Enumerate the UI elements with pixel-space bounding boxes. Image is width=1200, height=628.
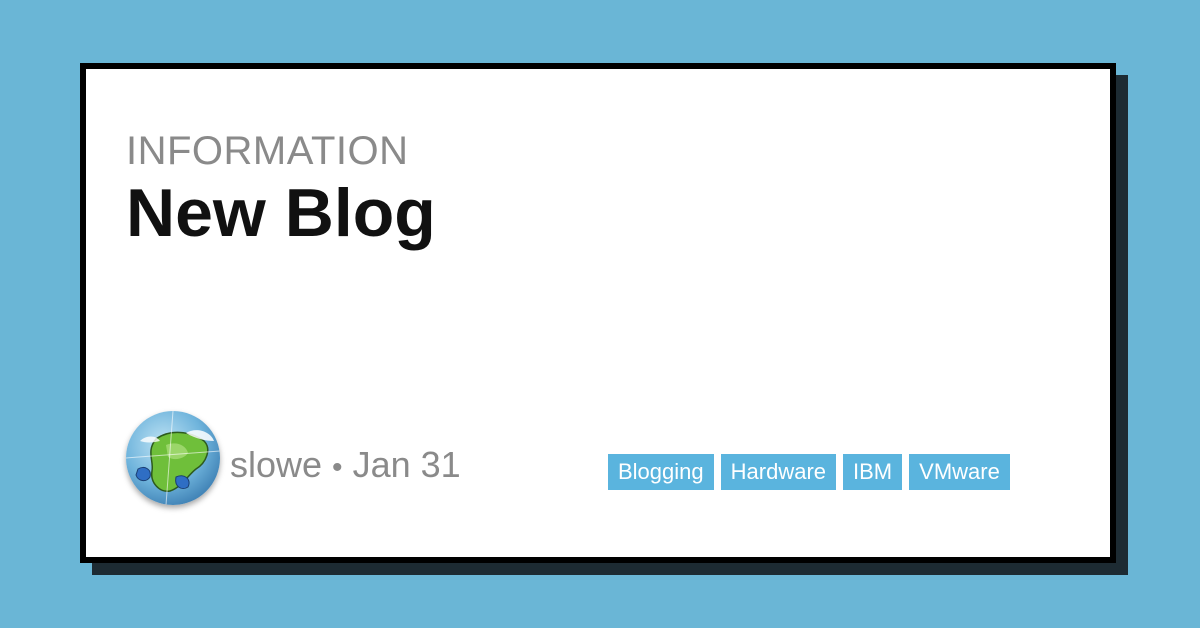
post-category: INFORMATION — [126, 129, 409, 173]
tag-ibm[interactable]: IBM — [843, 454, 903, 490]
tag-blogging[interactable]: Blogging — [608, 454, 714, 490]
tag-list: Blogging Hardware IBM VMware — [608, 454, 1010, 490]
globe-map-avatar-icon — [126, 411, 220, 505]
meta-separator: • — [332, 451, 343, 484]
post-title[interactable]: New Blog — [126, 175, 436, 251]
post-meta: slowe • Jan 31 — [230, 443, 461, 490]
tag-vmware[interactable]: VMware — [909, 454, 1010, 490]
avatar[interactable] — [126, 411, 220, 505]
tag-hardware[interactable]: Hardware — [720, 454, 837, 490]
post-date: Jan 31 — [352, 444, 461, 485]
author-name[interactable]: slowe — [230, 444, 323, 485]
post-card[interactable]: INFORMATION New Blog slowe • Jan 31 — [80, 63, 1116, 563]
